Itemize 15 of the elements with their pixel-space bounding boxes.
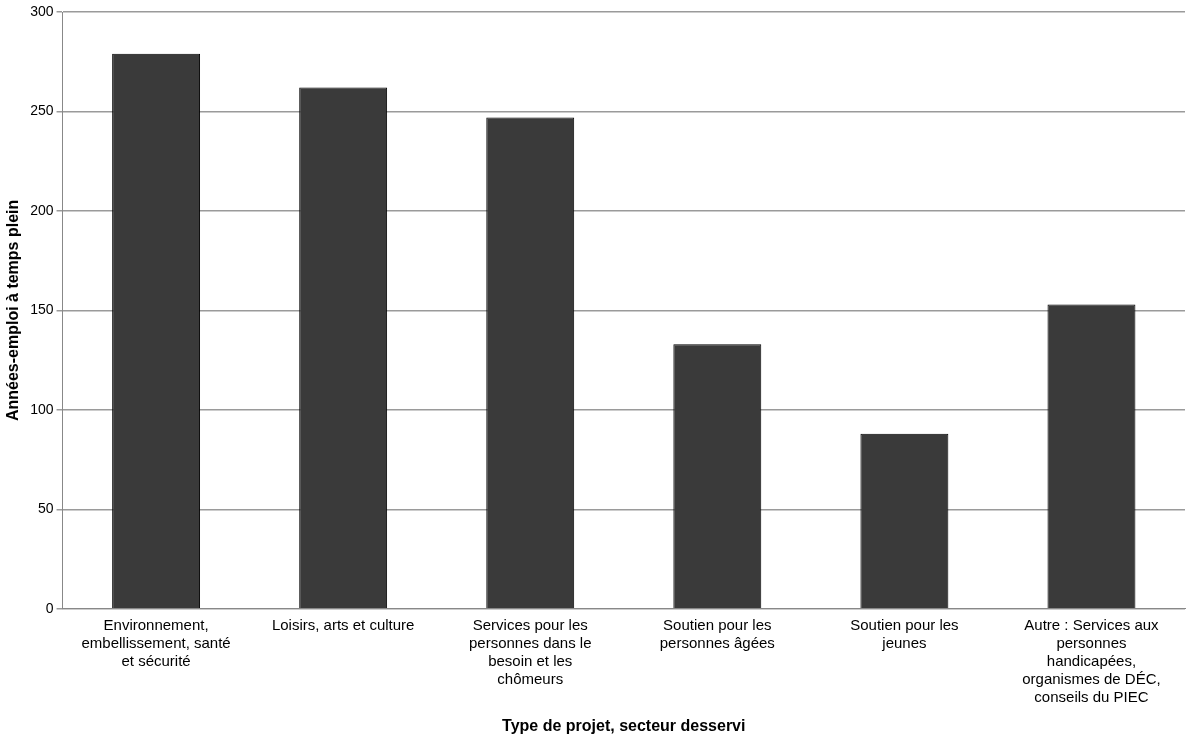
x-tick-label: Soutien pour les personnes âgées: [659, 615, 775, 651]
x-tick-label: Environnement, embellissement, santé et sécurité: [81, 615, 231, 669]
y-tick-label: 300: [30, 2, 54, 19]
y-tick-label: 150: [30, 301, 54, 318]
y-tick-label: 50: [37, 500, 54, 517]
x-axis-title: Type de projet, secteur desservi: [502, 716, 746, 734]
x-tick-label: Autre : Services aux personnes handicapées, organismes de DÉC, conseils du PIEC: [1022, 615, 1161, 705]
x-tick-label: Services pour les personnes dans le besoin et les chômeurs: [468, 615, 592, 687]
y-tick-label: 100: [30, 400, 54, 417]
y-tick-label: 0: [45, 599, 54, 616]
y-tick-label: 250: [30, 102, 54, 119]
x-tick-label: Loisirs, arts et culture: [271, 615, 415, 633]
y-tick-label: 200: [30, 201, 54, 218]
y-axis-title: Années-emploi à temps plein: [4, 199, 22, 422]
x-tick-label: Soutien pour les jeunes: [850, 615, 959, 651]
